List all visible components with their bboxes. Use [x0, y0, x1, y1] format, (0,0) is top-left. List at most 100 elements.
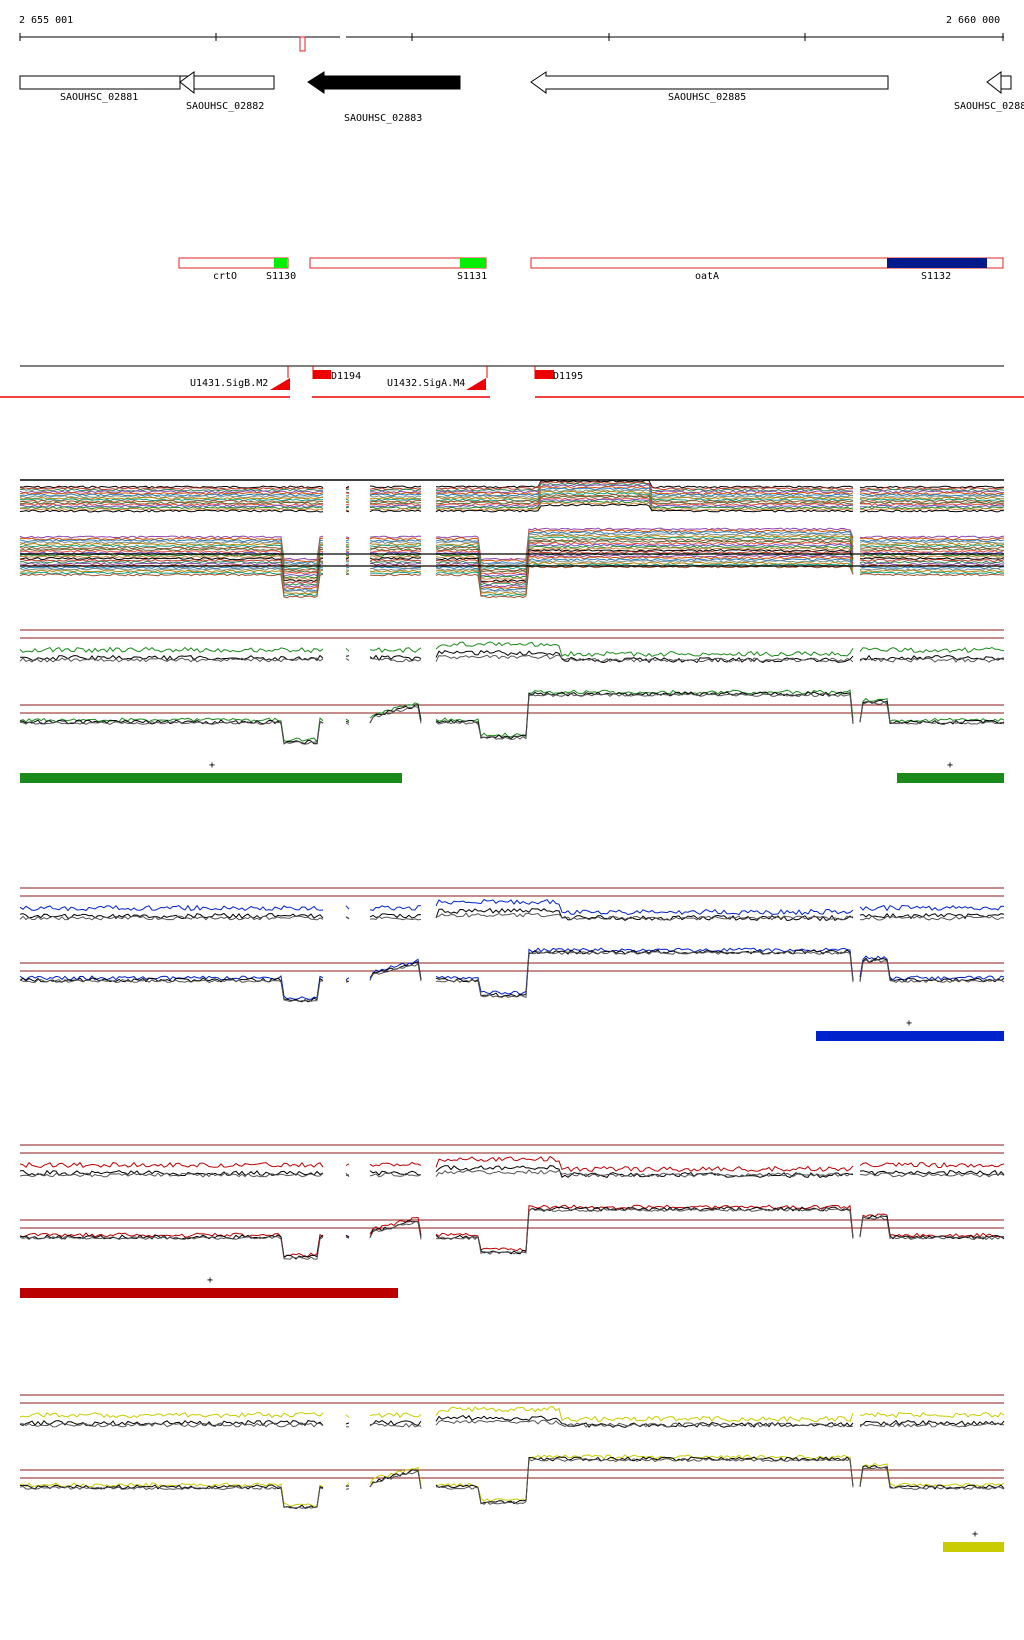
trace-upper-black — [435, 1415, 854, 1428]
trace-lower-gray — [19, 979, 324, 1003]
gene-SAOUHSC_02885[interactable]: SAOUHSC_02885 — [530, 71, 889, 103]
trace-upper-gray — [859, 1422, 1005, 1428]
expression-line-lower — [19, 544, 324, 570]
expression-line-lower — [369, 566, 422, 570]
segment-bar[interactable] — [20, 773, 402, 783]
expression-line-lower — [345, 550, 350, 553]
trace-upper-colored — [435, 1406, 854, 1423]
expression-line-lower — [859, 571, 1004, 575]
promoter-U1432[interactable]: U1432.SigA.M4 — [387, 366, 488, 390]
ruler-marker — [299, 36, 306, 52]
expression-line-lower — [859, 573, 1005, 577]
expression-line-upper — [435, 497, 854, 507]
trace-lower-colored — [369, 1216, 422, 1236]
terminator-label: D1194 — [331, 371, 361, 382]
expression-line-upper — [369, 493, 422, 497]
expression-line-lower — [369, 550, 422, 553]
ruler-end-label: 2 660 000 — [946, 15, 1000, 26]
promoter-U1431[interactable]: U1431.SigB.M2 — [190, 366, 290, 390]
expression-line-upper — [19, 493, 324, 497]
expression-line-lower — [435, 549, 854, 583]
panel-blue: + — [19, 887, 1005, 1041]
trace-lower-gray — [435, 1207, 854, 1255]
expression-line-upper — [435, 479, 854, 489]
expression-line-upper — [345, 492, 350, 495]
gene-track: SAOUHSC_02881 SAOUHSC_02882 SAOUHSC_0288… — [19, 71, 1024, 124]
expression-line-lower — [369, 569, 422, 573]
expression-line-lower — [369, 560, 422, 564]
expression-line-upper — [435, 489, 854, 499]
expression-line-lower — [369, 555, 422, 559]
expression-line-lower — [435, 543, 854, 577]
trace-upper-black — [19, 912, 324, 920]
trace-upper-black — [435, 649, 854, 664]
gene-SAOUHSC_02881[interactable]: SAOUHSC_02881 — [19, 75, 181, 103]
gene-label: SAOUHSC_02883 — [344, 113, 422, 124]
gene-label: SAOUHSC_02885 — [668, 92, 746, 103]
trace-lower-colored — [369, 958, 422, 980]
trace-upper-black — [859, 912, 1005, 920]
expression-line-upper — [19, 495, 324, 499]
expression-line-upper — [859, 491, 1005, 495]
feature-S1132 — [887, 258, 987, 268]
expression-line-upper — [345, 498, 350, 501]
segment-bar[interactable] — [943, 1542, 1004, 1552]
expression-line-upper — [19, 499, 324, 503]
expression-line-lower — [369, 548, 422, 552]
expression-line-upper — [435, 503, 854, 513]
expression-line-upper — [859, 498, 1005, 502]
segment-bar[interactable] — [816, 1031, 1004, 1041]
expression-line-lower — [435, 547, 854, 580]
feature-S1131 — [460, 258, 486, 268]
gene-SAOUHSC_02882[interactable]: SAOUHSC_02882 — [179, 71, 275, 112]
segment-bar[interactable] — [20, 1288, 398, 1298]
trace-lower-gray — [19, 721, 324, 745]
expression-line-upper — [369, 500, 422, 503]
expression-line-lower — [859, 535, 1005, 539]
terminator-D1195[interactable]: D1195 — [534, 366, 583, 382]
trace-upper-colored — [435, 1155, 854, 1173]
expression-line-upper — [369, 490, 422, 494]
terminator-D1194[interactable]: D1194 — [312, 366, 361, 382]
expression-line-upper — [345, 510, 350, 513]
expression-line-lower — [19, 558, 324, 584]
gene-SAOUHSC_0288[interactable]: SAOUHSC_0288 — [954, 71, 1024, 112]
promoter-label: U1432.SigA.M4 — [387, 378, 465, 389]
expression-line-lower — [859, 544, 1005, 548]
trace-upper-gray — [345, 916, 350, 920]
trace-upper-black — [345, 1422, 350, 1425]
strand-marker: + — [972, 1529, 978, 1540]
expression-line-lower — [19, 571, 324, 597]
segment-oatA[interactable]: oatA S1132 — [530, 257, 1004, 282]
trace-lower-colored — [859, 955, 1005, 981]
segment-crtO[interactable]: crtO S1130 — [178, 257, 296, 282]
expression-line-upper — [369, 501, 422, 505]
trace-lower-black — [369, 1469, 422, 1489]
expression-line-upper — [435, 484, 854, 494]
feature-S1130 — [274, 258, 287, 268]
trace-lower-colored — [435, 947, 854, 996]
segment-bar[interactable] — [897, 773, 1004, 783]
expression-line-upper — [435, 493, 854, 503]
trace-lower-gray — [859, 1215, 1005, 1241]
expression-line-upper — [369, 487, 422, 491]
expression-line-upper — [859, 509, 1005, 513]
trace-lower-black — [435, 1456, 854, 1505]
expression-line-lower — [345, 548, 350, 551]
strand-marker: + — [947, 760, 953, 771]
trace-upper-black — [369, 1170, 422, 1176]
expression-line-upper — [19, 503, 324, 507]
expression-line-upper — [19, 501, 324, 505]
expression-line-lower — [345, 567, 350, 569]
trace-lower-colored — [19, 1482, 324, 1508]
trace-lower-colored — [345, 977, 350, 981]
trace-upper-black — [859, 1169, 1005, 1177]
trace-upper-colored — [345, 647, 350, 652]
panel-red: + — [19, 1144, 1005, 1298]
trace-lower-black — [19, 1484, 324, 1510]
gene-SAOUHSC_02883[interactable]: SAOUHSC_02883 — [307, 71, 461, 124]
segment-S1131[interactable]: S1131 — [309, 257, 487, 282]
expression-line-lower — [435, 538, 854, 572]
promoter-label: U1431.SigB.M2 — [190, 378, 268, 389]
expression-line-lower — [369, 540, 421, 544]
